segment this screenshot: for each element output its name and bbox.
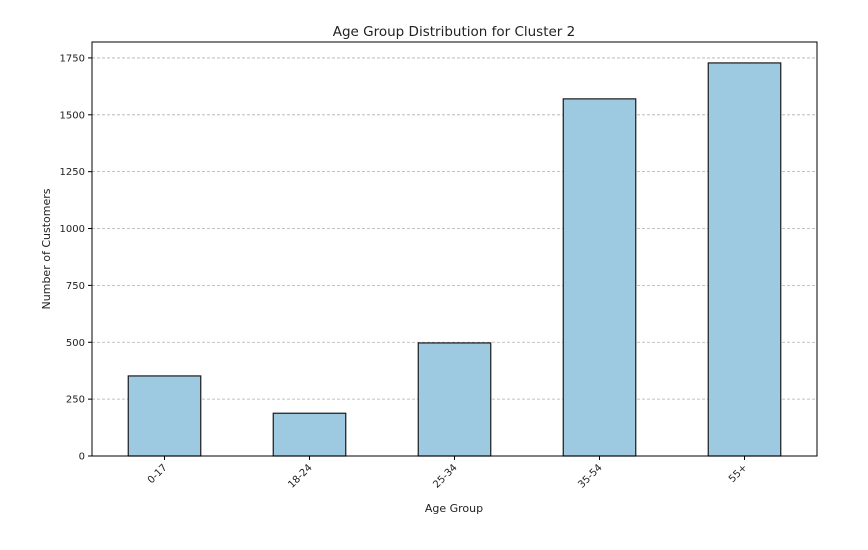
y-tick-label: 1250 [60,167,85,178]
x-axis-label: Age Group [425,502,483,515]
x-tick-label: 55+ [727,462,750,485]
x-tick-label: 18-24 [286,462,314,490]
y-tick-label: 0 [79,452,85,463]
y-tick-label: 500 [66,338,85,349]
bar-0-17 [127,375,202,457]
x-tick-label: 35-54 [576,462,604,490]
chart-title: Age Group Distribution for Cluster 2 [333,24,576,40]
bar-25-34 [417,342,492,457]
y-axis-ticks: 0 250 500 750 1000 1250 1500 1750 [60,53,92,463]
y-axis-label: Number of Customers [40,188,53,309]
y-tick-label: 1750 [60,53,85,64]
bar-55+ [707,62,782,457]
plot-frame [91,41,818,457]
x-axis-ticks: 0-17 18-24 25-34 35-54 55+ [146,456,750,491]
bar-18-24 [272,412,347,457]
x-tick-label: 0-17 [146,462,170,486]
bars [127,62,782,457]
y-tick-label: 750 [66,281,85,292]
y-tick-label: 250 [66,395,85,406]
x-tick-label: 25-34 [431,462,459,490]
y-tick-label: 1500 [60,110,85,121]
bar-35-54 [562,98,637,457]
y-tick-label: 1000 [60,224,85,235]
